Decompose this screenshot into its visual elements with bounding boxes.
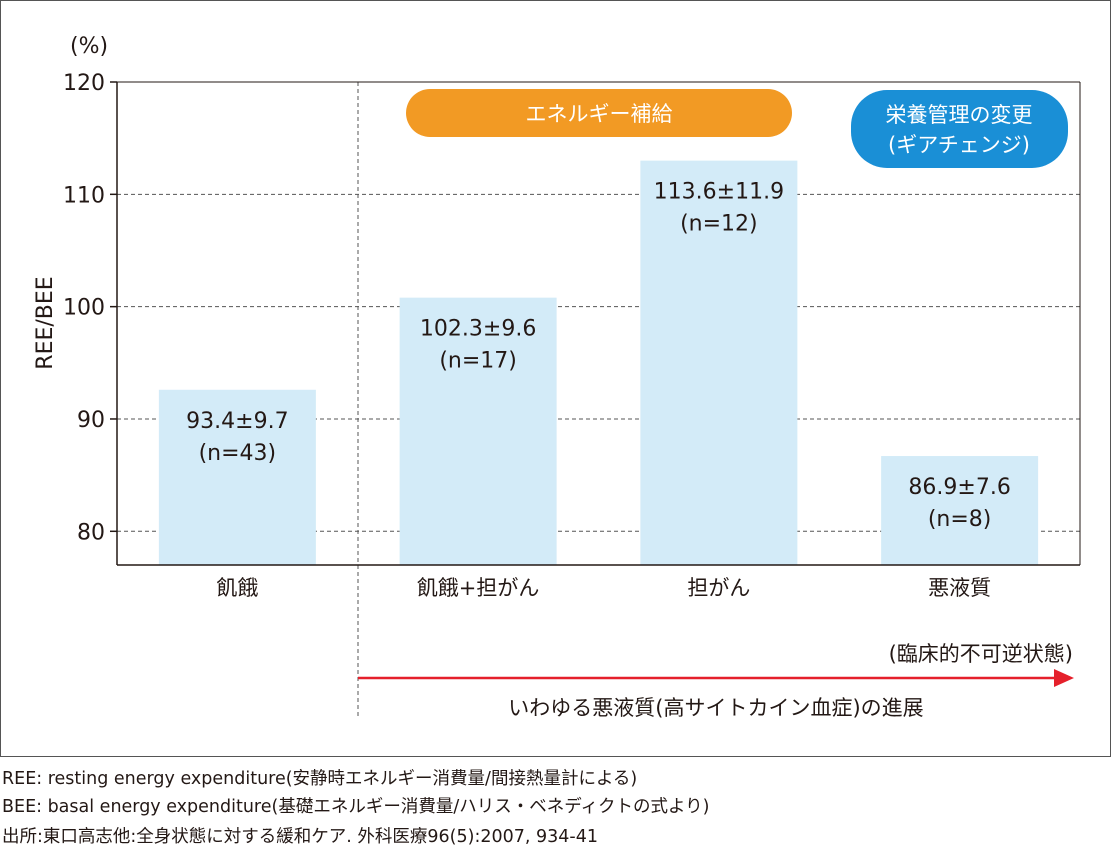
annotations: エネルギー補給 栄養管理の変更 (ギアチェンジ) (臨床的不可逆状態) いわゆる悪液質(…	[358, 89, 1074, 720]
bar-1	[158, 389, 316, 565]
nutrition-change-pill	[851, 90, 1068, 168]
labels: 80 90 100 110 120 93.4±9.7 (n=43) 飢餓 102.3±9.6 (n…	[33, 34, 1011, 600]
progression-arrow-head	[1054, 669, 1074, 687]
figure-frame	[0, 0, 1111, 757]
y-tick-label-100: 100	[63, 296, 105, 321]
energy-supply-text: エネルギー補給	[526, 102, 673, 126]
x-category-label-1: 飢餓	[216, 576, 258, 600]
gridlines	[117, 82, 1080, 716]
y-unit-label: (%)	[70, 34, 108, 59]
bar-n-label-3: (n=12)	[680, 212, 758, 237]
axes	[110, 81, 1081, 566]
irreversible-state-label: (臨床的不可逆状態)	[889, 642, 1073, 666]
bar-n-label-1: (n=43)	[199, 441, 277, 466]
nutrition-change-text-2: (ギアチェンジ)	[888, 133, 1030, 157]
bar-3	[640, 160, 798, 565]
bar-4	[881, 456, 1039, 565]
note-bee: BEE: basal energy expenditure(基礎エネルギー消費量…	[2, 797, 710, 817]
bar-n-label-2: (n=17)	[439, 349, 517, 374]
bar-value-label-3: 113.6±11.9	[654, 180, 784, 205]
y-tick-label-80: 80	[77, 520, 105, 545]
y-tick-label-90: 90	[77, 408, 105, 433]
x-category-label-3: 担がん	[687, 576, 750, 600]
bar-value-label-4: 86.9±7.6	[908, 475, 1010, 500]
x-category-label-4: 悪液質	[928, 576, 991, 600]
bar-n-label-4: (n=8)	[928, 507, 992, 532]
note-ree: REE: resting energy expenditure(安静時エネルギー…	[2, 769, 638, 789]
nutrition-change-text-1: 栄養管理の変更	[886, 103, 1033, 127]
bar-value-label-2: 102.3±9.6	[420, 317, 536, 342]
bar-2	[399, 297, 557, 565]
progression-arrow-label: いわゆる悪液質(高サイトカイン血症)の進展	[508, 696, 923, 720]
y-tick-label-120: 120	[63, 71, 105, 96]
y-axis-title: REE/BEE	[33, 276, 58, 369]
note-source: 出所:東口高志他:全身状態に対する緩和ケア. 外科医療96(5):2007, 9…	[2, 827, 599, 847]
chart: 80 90 100 110 120 93.4±9.7 (n=43) 飢餓 102.3±9.6 (n…	[33, 34, 1081, 720]
bar-value-label-1: 93.4±9.7	[186, 409, 288, 434]
x-category-label-2: 飢餓+担がん	[417, 576, 540, 600]
y-tick-label-110: 110	[63, 183, 105, 208]
bars	[158, 160, 1039, 565]
energy-supply-pill	[406, 89, 792, 137]
